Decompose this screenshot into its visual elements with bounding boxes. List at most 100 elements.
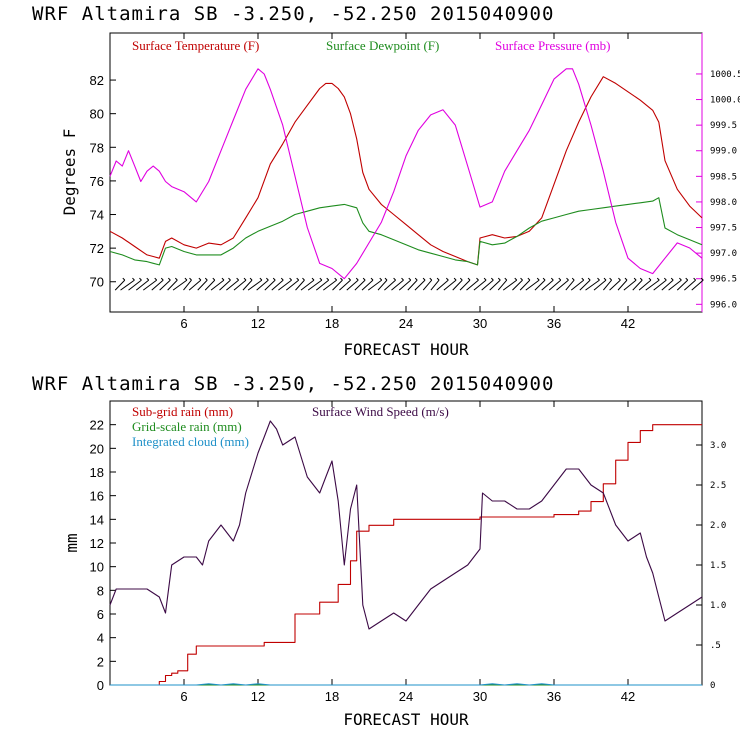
- wind-barb: [473, 279, 487, 291]
- wind-barb: [159, 279, 171, 291]
- wind-barb-flag: [408, 277, 412, 281]
- wind-barb-flag: [445, 277, 449, 281]
- wind-barb: [256, 279, 269, 291]
- wind-barb-flag: [146, 277, 150, 281]
- wind-barb-flag: [296, 277, 300, 281]
- y2-tick-label: 0: [710, 681, 715, 691]
- wind-barb-flag: [633, 277, 637, 281]
- wind-barb: [172, 279, 188, 291]
- wind-barb: [271, 279, 284, 291]
- y2-tick-label: 2.5: [710, 481, 726, 491]
- bottom-panel-x-ticks: 6 12 18 24 30 36 42: [180, 401, 635, 704]
- bottom-panel-y-ticks: 0 2 4 6 8 10 12 14 16 18 20 22: [90, 418, 116, 693]
- wind-barb: [120, 279, 135, 291]
- wind-barb-flag: [189, 277, 192, 281]
- wind-barb-flag: [362, 277, 366, 281]
- y-tick-label: 20: [90, 441, 104, 456]
- wind-barb-flag: [571, 277, 575, 281]
- wind-barb-flag: [603, 277, 607, 281]
- wind-barb-flag: [272, 277, 276, 281]
- wind-barb: [346, 279, 359, 291]
- wind-barb-flag: [693, 277, 696, 281]
- x-tick-label: 36: [547, 316, 561, 331]
- y-tick-label: 10: [90, 560, 104, 575]
- x-tick-label: 30: [473, 689, 487, 704]
- wind-barb: [632, 279, 643, 291]
- y-tick-label: 2: [97, 654, 104, 669]
- y-tick-label: 78: [90, 140, 104, 155]
- wind-barb-flag: [160, 277, 164, 281]
- x-tick-label: 12: [251, 689, 265, 704]
- wind-barb: [623, 279, 637, 291]
- wind-barb: [617, 279, 628, 291]
- wind-barb-flag: [379, 277, 383, 281]
- y2-tick-label: 1000.0: [710, 96, 740, 106]
- wind-barb: [407, 279, 418, 291]
- wind-barb-flag: [422, 277, 426, 281]
- wind-barb-flag: [429, 277, 433, 281]
- y2-tick-label: 998.5: [710, 172, 737, 182]
- wind-barb: [430, 279, 440, 291]
- legend-surface-dewpoint: Surface Dewpoint (F): [326, 38, 439, 53]
- wind-barb: [398, 279, 412, 291]
- x-tick-label: 6: [180, 689, 187, 704]
- wind-barb: [668, 279, 682, 291]
- wind-barb-flag: [514, 277, 518, 281]
- wind-barb-flag: [536, 277, 540, 281]
- y-tick-label: 74: [90, 208, 104, 223]
- wind-barb: [579, 279, 591, 291]
- wind-barb-flag: [326, 277, 330, 281]
- wind-barb-flag: [370, 277, 374, 281]
- y-tick-label: 6: [97, 607, 104, 622]
- top-panel-frame: [109, 32, 703, 313]
- bottom-panel-series: [109, 420, 703, 686]
- wind-barb: [377, 279, 388, 291]
- y-tick-label: 70: [90, 275, 104, 290]
- wind-barb-flag: [384, 277, 388, 281]
- wind-barb: [285, 279, 300, 291]
- wind-barb-flag: [648, 277, 652, 281]
- wind-barb: [300, 279, 315, 291]
- top-panel-x-label: FORECAST HOUR: [343, 340, 469, 359]
- wind-barb: [497, 279, 508, 291]
- legend-surface-wind-speed: Surface Wind Speed (m/s): [312, 404, 449, 419]
- wind-barb: [183, 279, 192, 291]
- wind-barb: [645, 279, 660, 291]
- wind-barb: [367, 279, 383, 291]
- wind-barb-flag: [700, 277, 704, 281]
- legend-subgrid-rain: Sub-grid rain (mm): [132, 404, 233, 419]
- top-panel-pressure-ticks: 996.0 996.5 997.0 997.5 998.0 998.5 999.0 999.5…: [696, 70, 740, 310]
- wind-barb: [466, 279, 479, 291]
- y-tick-label: 0: [97, 678, 104, 693]
- wind-barb: [691, 279, 704, 291]
- wind-barb-flag: [527, 277, 531, 281]
- wind-barb-flag: [348, 277, 351, 281]
- series-surface-dewpoint: [109, 197, 703, 266]
- wind-barb-flag: [414, 277, 418, 281]
- wind-barb-flag: [154, 277, 158, 281]
- bottom-panel-x-label: FORECAST HOUR: [343, 710, 469, 729]
- wind-barb-flag: [280, 277, 284, 281]
- bottom-panel-title: WRF Altamira SB -3.250, -52.250 20150409…: [32, 373, 554, 395]
- y2-tick-label: 997.5: [710, 224, 737, 234]
- wind-barb-flag: [204, 277, 208, 281]
- x-tick-label: 6: [180, 316, 187, 331]
- wind-barb: [684, 279, 696, 291]
- wind-barb: [602, 279, 613, 291]
- wind-barb: [384, 279, 396, 291]
- wind-barb: [332, 279, 343, 291]
- wind-barb: [452, 279, 463, 291]
- wind-barb-flag: [139, 277, 142, 281]
- wind-barb-flag: [401, 277, 404, 281]
- series-integrated-cloud: [110, 683, 702, 686]
- wind-barb-flag: [393, 277, 396, 281]
- wind-barb-flag: [558, 277, 562, 281]
- y2-tick-label: 2.0: [710, 521, 726, 531]
- wind-barb-flag: [566, 277, 569, 281]
- x-tick-label: 42: [621, 689, 635, 704]
- wind-barb-flag: [228, 277, 231, 281]
- wind-barb: [247, 279, 263, 291]
- y2-tick-label: 999.0: [710, 147, 737, 157]
- wind-barb-flag: [670, 277, 674, 281]
- x-tick-label: 30: [473, 316, 487, 331]
